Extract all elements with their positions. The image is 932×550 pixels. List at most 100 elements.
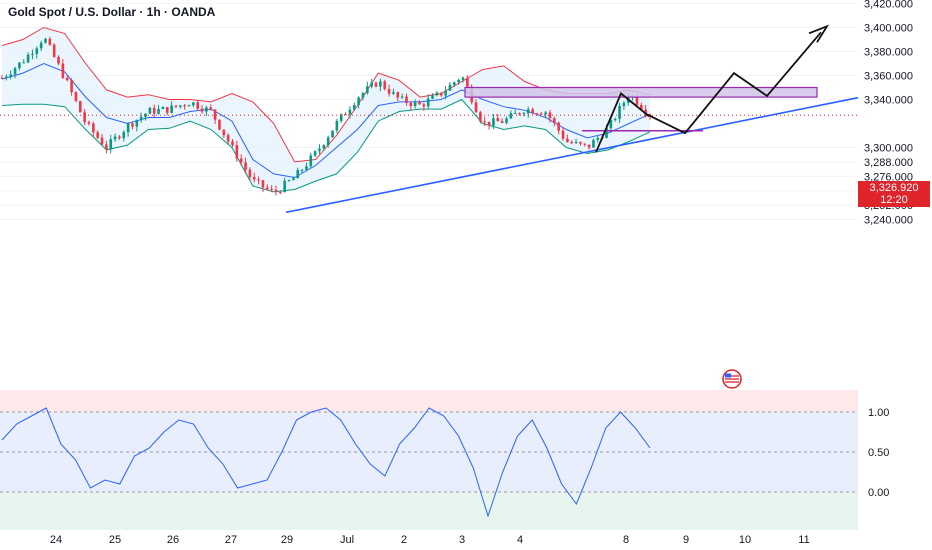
candle-body — [57, 56, 60, 64]
oversold-zone — [0, 492, 858, 530]
candle-body — [248, 169, 252, 178]
candle-body — [444, 90, 447, 96]
candle-body — [105, 144, 108, 150]
candle-body — [479, 112, 482, 122]
candle-body — [209, 107, 213, 110]
candle-body — [566, 138, 569, 143]
candle-body — [309, 155, 313, 167]
candle-body — [544, 112, 547, 115]
time-tick-label: 27 — [225, 534, 237, 546]
candle-body — [18, 62, 21, 69]
chart-title: Gold Spot / U.S. Dollar · 1h · OANDA — [8, 5, 216, 19]
candle-body — [83, 112, 86, 123]
time-tick-label: 10 — [739, 534, 751, 546]
candle-body — [257, 179, 260, 181]
candle-body — [561, 130, 565, 139]
time-tick-label: 26 — [167, 534, 179, 546]
candle-body — [457, 79, 460, 83]
candle-body — [500, 121, 504, 123]
candle-body — [261, 180, 265, 188]
candle-body — [144, 113, 147, 117]
candle-body — [374, 82, 378, 87]
candle-body — [0, 77, 4, 79]
candle-body — [492, 118, 495, 126]
price-tick-label: 3,400.000 — [864, 23, 913, 35]
price-tick-label: 3,340.000 — [864, 95, 913, 107]
candle-body — [270, 188, 273, 190]
candle-body — [9, 74, 12, 77]
candle-body — [213, 109, 217, 120]
time-tick-label: Jul — [340, 534, 354, 546]
currency-badge[interactable] — [722, 369, 742, 389]
candle-body — [200, 108, 204, 112]
candle-body — [361, 92, 365, 98]
time-axis[interactable]: 24 25 26 27 29 Jul 2 3 4 8 9 10 11 — [50, 534, 810, 546]
price-axis[interactable]: 3,420.000 3,400.000 3,380.000 3,360.000 3,34… — [864, 0, 913, 499]
price-tick-label: 3,288.000 — [864, 157, 913, 169]
candle-body — [135, 119, 139, 127]
trendline — [285, 96, 859, 214]
candle-body — [583, 143, 587, 145]
time-tick-label: 2 — [401, 534, 407, 546]
price-tick-label: 3,240.000 — [864, 215, 913, 227]
candle-body — [496, 118, 500, 122]
candle-body — [39, 42, 43, 49]
candle-body — [226, 135, 230, 142]
candle-body — [192, 102, 195, 106]
candle-body — [574, 141, 578, 144]
basis-line — [1, 62, 651, 179]
candle-body — [35, 48, 39, 54]
candle-body — [322, 145, 326, 149]
candle-body — [22, 62, 26, 64]
candle-body — [439, 92, 443, 96]
candle-body — [231, 141, 234, 145]
candle-body — [92, 123, 95, 133]
candle-body — [592, 139, 595, 148]
candle-body — [613, 118, 617, 120]
grid — [0, 3, 858, 530]
candle-body — [300, 169, 304, 171]
candle-body — [65, 77, 69, 81]
candle-body — [252, 177, 256, 180]
candle-body — [205, 107, 208, 112]
time-tick-label: 11 — [798, 534, 809, 546]
rsi-tick-label: 1.00 — [868, 407, 889, 419]
candle-body — [535, 113, 539, 115]
candle-body — [274, 189, 278, 192]
candle-body — [396, 92, 400, 98]
time-tick-label: 25 — [109, 534, 121, 546]
time-tick-label: 29 — [281, 534, 293, 546]
candle-body — [635, 96, 639, 106]
candle-body — [283, 180, 286, 192]
candle-body — [452, 82, 456, 85]
candle-body — [174, 105, 178, 107]
candle-body — [483, 121, 487, 123]
candle-body — [518, 112, 521, 115]
recent-move-path — [595, 92, 650, 153]
candle-body — [522, 113, 526, 115]
candle-body — [431, 95, 434, 99]
candle-body — [292, 178, 295, 181]
candle-body — [96, 132, 99, 138]
candle-body — [379, 81, 382, 87]
candle-body — [418, 102, 421, 105]
candle-body — [640, 105, 643, 110]
candle-body — [218, 119, 221, 130]
candle-body — [409, 102, 413, 107]
candle-body — [165, 107, 169, 113]
candle-body — [339, 114, 343, 121]
candle-body — [357, 97, 360, 105]
candle-body — [100, 137, 104, 145]
candle-body — [313, 151, 317, 156]
candle-body — [13, 68, 17, 75]
candle-body — [344, 114, 347, 116]
candle-body — [553, 118, 556, 123]
candle-body — [179, 105, 182, 107]
price-tick-label: 3,380.000 — [864, 47, 913, 59]
candle-body — [526, 109, 530, 114]
candle-body — [279, 191, 282, 193]
candle-body — [44, 38, 47, 43]
candle-body — [448, 84, 452, 91]
candle-body — [579, 141, 582, 144]
